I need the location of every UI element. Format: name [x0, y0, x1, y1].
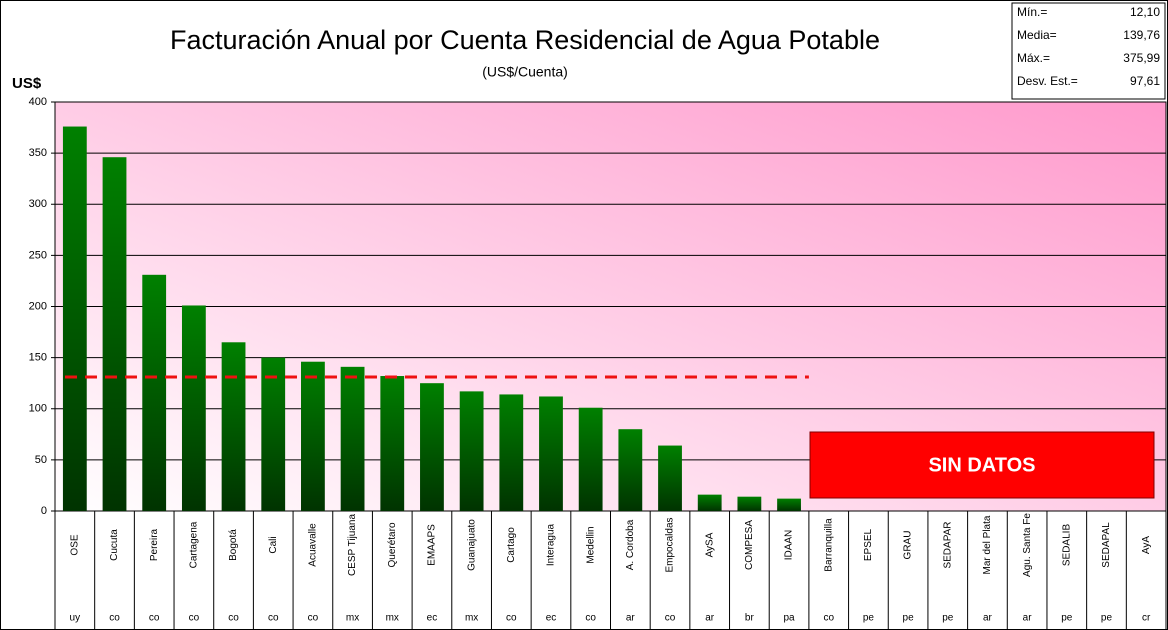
x-tick-label: SEDALIB	[1061, 524, 1072, 567]
country-label: uy	[70, 613, 81, 624]
bar	[142, 274, 167, 511]
x-tick-label: Empocaldas	[665, 517, 676, 572]
y-tick-label: 200	[29, 300, 47, 312]
bar	[62, 126, 87, 511]
bar	[181, 305, 206, 511]
bar	[221, 342, 246, 511]
y-tick-label: 50	[35, 454, 47, 466]
no-data-label: SIN DATOS	[928, 454, 1035, 476]
x-tick-label: OSE	[69, 534, 80, 555]
country-label: ar	[626, 613, 636, 624]
bar	[420, 383, 444, 511]
chart-subtitle: (US$/Cuenta)	[482, 64, 568, 80]
x-tick-label: COMPESA	[744, 520, 755, 570]
bar	[301, 361, 325, 511]
stat-label: Media=	[1017, 28, 1057, 42]
stat-value: 375,99	[1123, 51, 1160, 65]
x-tick-label: Cartago	[506, 527, 517, 563]
country-label: pe	[1101, 613, 1113, 624]
country-label: pe	[1061, 613, 1073, 624]
x-tick-label: Agu. Santa Fe	[1022, 513, 1033, 577]
x-tick-label: Medellin	[585, 526, 596, 563]
bar	[618, 429, 643, 511]
x-tick-label: Pereira	[149, 528, 160, 561]
x-tick-label: AySA	[704, 532, 715, 557]
bar	[539, 396, 563, 511]
x-tick-label: Cucuta	[109, 529, 120, 561]
x-tick-label: EPSEL	[863, 528, 874, 561]
country-label: ec	[546, 613, 557, 624]
country-label: co	[308, 613, 319, 624]
country-label: pe	[903, 613, 915, 624]
x-tick-label: Interagua	[546, 523, 557, 566]
country-label: ar	[705, 613, 715, 624]
country-label: cr	[1142, 613, 1151, 624]
stat-value: 139,76	[1123, 28, 1160, 42]
country-label: co	[268, 613, 279, 624]
country-label: co	[228, 613, 239, 624]
stat-label: Máx.=	[1017, 51, 1050, 65]
country-label: ar	[983, 613, 993, 624]
x-tick-label: Guanajuato	[466, 519, 477, 571]
no-data-box	[809, 431, 1155, 499]
bar	[499, 394, 524, 511]
stat-label: Mín.=	[1017, 5, 1047, 19]
x-tick-label: A. Cordoba	[625, 519, 636, 570]
x-tick-label: Barranquilla	[823, 518, 834, 572]
country-label: co	[665, 613, 676, 624]
stat-value: 12,10	[1130, 5, 1160, 19]
country-label: ec	[427, 613, 438, 624]
y-tick-label: 400	[29, 96, 47, 108]
country-label: pa	[783, 613, 795, 624]
x-tick-label: Bogotá	[228, 529, 239, 561]
x-tick-label: AyA	[1141, 536, 1152, 554]
stat-value: 97,61	[1130, 74, 1160, 88]
country-label: co	[149, 613, 160, 624]
bar	[380, 376, 405, 511]
country-label: mx	[346, 613, 359, 624]
x-tick-label: SEDAPAL	[1101, 522, 1112, 568]
y-tick-label: 0	[41, 505, 47, 517]
country-label: pe	[942, 613, 954, 624]
bar	[697, 494, 722, 511]
country-label: co	[189, 613, 200, 624]
bar	[658, 445, 682, 511]
x-tick-label: Mar del Plata	[982, 515, 993, 574]
y-tick-label: 250	[29, 249, 47, 261]
country-label: br	[745, 613, 755, 624]
x-tick-label: Cartagena	[189, 521, 200, 568]
x-tick-label: GRAU	[903, 531, 914, 560]
country-label: co	[823, 613, 834, 624]
y-axis-label: US$	[12, 75, 42, 92]
country-label: mx	[386, 613, 399, 624]
bar	[578, 407, 603, 511]
stats-box	[1011, 2, 1166, 100]
bar	[777, 498, 801, 511]
country-label: co	[109, 613, 120, 624]
bar	[102, 157, 127, 511]
stat-label: Desv. Est.=	[1017, 74, 1078, 88]
bar	[340, 366, 365, 511]
bar	[459, 391, 484, 511]
x-tick-label: CESP Tijuana	[347, 514, 358, 577]
x-tick-label: EMAAPS	[427, 524, 438, 566]
country-label: mx	[465, 613, 478, 624]
country-label: ar	[1023, 613, 1033, 624]
x-tick-label: Querétaro	[387, 522, 398, 567]
bar	[261, 357, 286, 511]
x-tick-label: IDAAN	[784, 530, 795, 561]
country-label: co	[506, 613, 517, 624]
x-tick-label: Acuavalle	[308, 523, 319, 567]
y-tick-label: 100	[29, 403, 47, 415]
y-tick-label: 300	[29, 198, 47, 210]
chart-title: Facturación Anual por Cuenta Residencial…	[170, 25, 880, 55]
bar	[737, 496, 762, 511]
country-label: co	[585, 613, 596, 624]
y-tick-label: 350	[29, 147, 47, 159]
y-tick-label: 150	[29, 352, 47, 364]
country-label: pe	[863, 613, 875, 624]
x-tick-label: Cali	[268, 536, 279, 553]
x-tick-label: SEDAPAR	[942, 521, 953, 568]
